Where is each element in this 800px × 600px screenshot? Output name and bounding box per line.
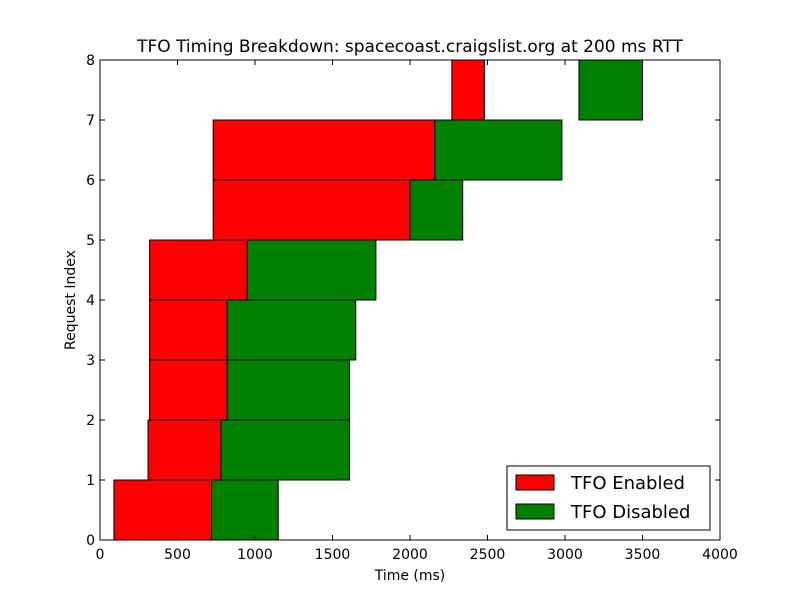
bar-tfo-disabled-request-6: [434, 119, 563, 181]
bar-tfo-enabled-request-7: [451, 59, 485, 121]
legend: TFO Enabled TFO Disabled: [506, 465, 711, 531]
x-tick-label: 1500: [315, 547, 351, 563]
ticks-layer: 0 500 1000 1500 2000 2500 3000 3500 4000 0 1 2 3 4 5 6 7…: [86, 53, 738, 563]
bar-tfo-disabled-request-7: [578, 59, 644, 121]
y-tick-label: 0: [86, 533, 95, 549]
x-tick-label: 0: [96, 547, 105, 563]
x-tick-label: 1000: [237, 547, 273, 563]
bar-tfo-enabled-request-1: [147, 419, 222, 481]
bar-tfo-enabled-request-6: [212, 119, 436, 181]
bar-tfo-enabled-request-0: [113, 479, 213, 541]
bar-tfo-disabled-request-1: [220, 419, 351, 481]
bar-tfo-enabled-request-2: [149, 359, 228, 421]
bar-tfo-disabled-request-5: [409, 179, 464, 241]
x-tick-label: 4000: [702, 547, 738, 563]
y-tick-label: 3: [86, 353, 95, 369]
bar-tfo-enabled-request-3: [149, 299, 228, 361]
bar-tfo-disabled-request-4: [246, 239, 377, 301]
bar-tfo-enabled-request-5: [212, 179, 411, 241]
bars-layer: [113, 59, 644, 541]
y-tick-label: 2: [86, 413, 95, 429]
y-tick-label: 8: [86, 53, 95, 69]
bar-tfo-disabled-request-2: [226, 359, 351, 421]
y-tick-label: 4: [86, 293, 95, 309]
chart-title: TFO Timing Breakdown: spacecoast.craigsl…: [136, 37, 683, 57]
x-tick-label: 2000: [392, 547, 428, 563]
x-tick-label: 2500: [470, 547, 506, 563]
legend-swatch-tfo-enabled: [515, 474, 555, 491]
legend-swatch-tfo-disabled: [515, 503, 555, 520]
y-tick-label: 1: [86, 473, 95, 489]
y-tick-label: 6: [86, 173, 95, 189]
x-axis-label: Time (ms): [374, 568, 446, 584]
bar-tfo-enabled-request-4: [149, 239, 248, 301]
x-tick-label: 500: [164, 547, 191, 563]
bar-tfo-disabled-request-0: [211, 479, 279, 541]
bar-tfo-disabled-request-3: [226, 299, 357, 361]
y-tick-label: 7: [86, 113, 95, 129]
legend-label-tfo-disabled: TFO Disabled: [570, 502, 690, 523]
y-tick-label: 5: [86, 233, 95, 249]
x-tick-label: 3000: [547, 547, 583, 563]
x-tick-label: 3500: [625, 547, 661, 563]
legend-label-tfo-enabled: TFO Enabled: [570, 473, 685, 494]
y-axis-label: Request Index: [63, 250, 79, 350]
